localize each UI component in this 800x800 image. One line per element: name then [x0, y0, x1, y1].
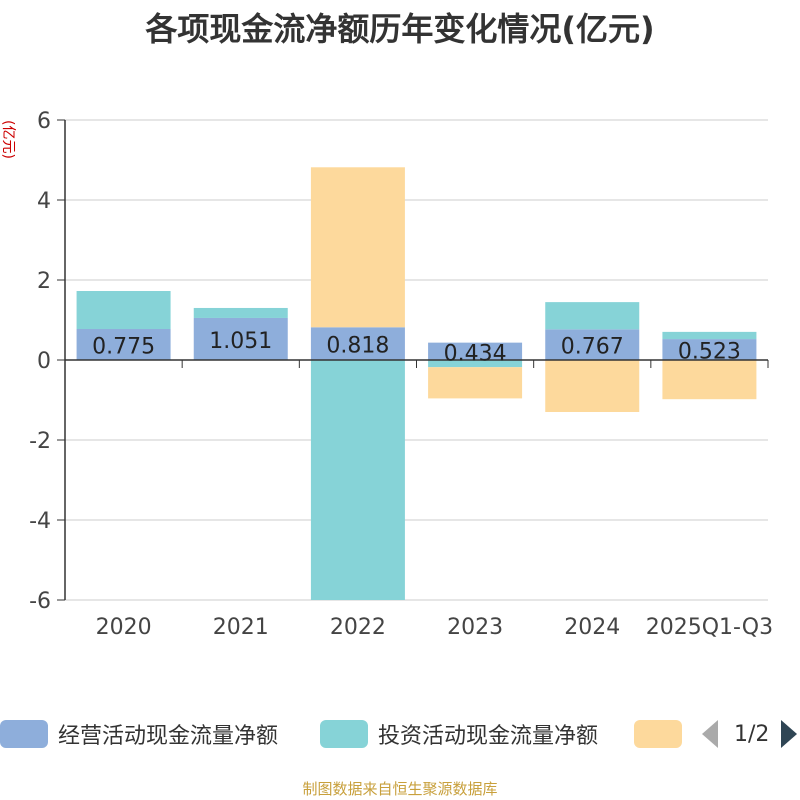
legend-label-operating: 经营活动现金流量净额	[58, 724, 279, 749]
bar-investing	[193, 307, 288, 318]
y-tick-label: 4	[37, 189, 51, 214]
chart-plot: 6 4 2 0 -2 -4 -6 (亿元) 2020 2021 2022 2023 2024 2025Q1…	[0, 109, 773, 640]
x-tick-label: 2023	[447, 615, 503, 640]
y-tick-label: -4	[29, 509, 51, 534]
bar-operating	[193, 317, 288, 360]
bar-financing	[310, 167, 405, 328]
bar-operating	[76, 329, 171, 360]
pager-prev-icon[interactable]	[702, 720, 718, 748]
data-label: 0.818	[326, 334, 389, 359]
x-tick-label: 2020	[96, 615, 152, 640]
legend-item-operating[interactable]: 经营活动现金流量净额	[0, 718, 278, 750]
data-label: 1.051	[209, 329, 272, 354]
legend-page-indicator: 1/2	[734, 721, 770, 747]
x-tick-label: 2022	[330, 615, 386, 640]
bar-investing	[310, 360, 405, 600]
bar-investing	[545, 302, 640, 330]
bar-operating	[545, 329, 640, 360]
legend-label-investing: 投资活动现金流量净额	[378, 724, 599, 749]
bar-investing	[428, 360, 523, 368]
pager-next-icon[interactable]	[781, 720, 798, 748]
y-tick-label: 2	[37, 269, 51, 294]
data-labels: 0.775 1.051 0.818 0.434 0.767 0.523	[92, 329, 741, 366]
legend-item-financing[interactable]	[634, 718, 682, 750]
y-tick-label: 6	[37, 109, 51, 134]
legend-swatch-financing	[634, 720, 682, 748]
legend-swatch-operating	[0, 720, 48, 748]
y-tick-label: -2	[29, 429, 51, 454]
bars	[76, 167, 757, 600]
data-label: 0.434	[444, 341, 507, 366]
legend-pager: 1/2	[702, 718, 798, 750]
y-tick-label: 0	[37, 349, 51, 374]
chart-title: 各项现金流净额历年变化情况(亿元)	[145, 10, 655, 48]
bar-financing	[662, 360, 757, 400]
bar-operating	[662, 339, 757, 360]
bar-operating	[310, 327, 405, 360]
data-label: 0.775	[92, 335, 155, 360]
legend-swatch-investing	[320, 720, 368, 748]
legend-item-investing[interactable]: 投资活动现金流量净额	[320, 718, 598, 750]
bar-investing	[76, 291, 171, 329]
axes: 6 4 2 0 -2 -4 -6 (亿元) 2020 2021 2022 2023 2024 2025Q1…	[0, 109, 773, 640]
source-note: 制图数据来自恒生聚源数据库	[302, 780, 498, 798]
bar-investing	[662, 331, 757, 340]
bar-operating	[428, 342, 523, 360]
x-tick-label: 2025Q1-Q3	[646, 615, 773, 640]
bar-financing	[545, 360, 640, 412]
data-label: 0.767	[561, 335, 624, 360]
bar-financing	[428, 367, 523, 399]
data-label: 0.523	[678, 340, 741, 365]
legend: 经营活动现金流量净额 投资活动现金流量净额 1/2	[0, 712, 800, 756]
y-axis-title: (亿元)	[0, 120, 16, 159]
x-tick-label: 2024	[564, 615, 620, 640]
y-tick-label: -6	[29, 589, 51, 614]
x-tick-label: 2021	[213, 615, 269, 640]
